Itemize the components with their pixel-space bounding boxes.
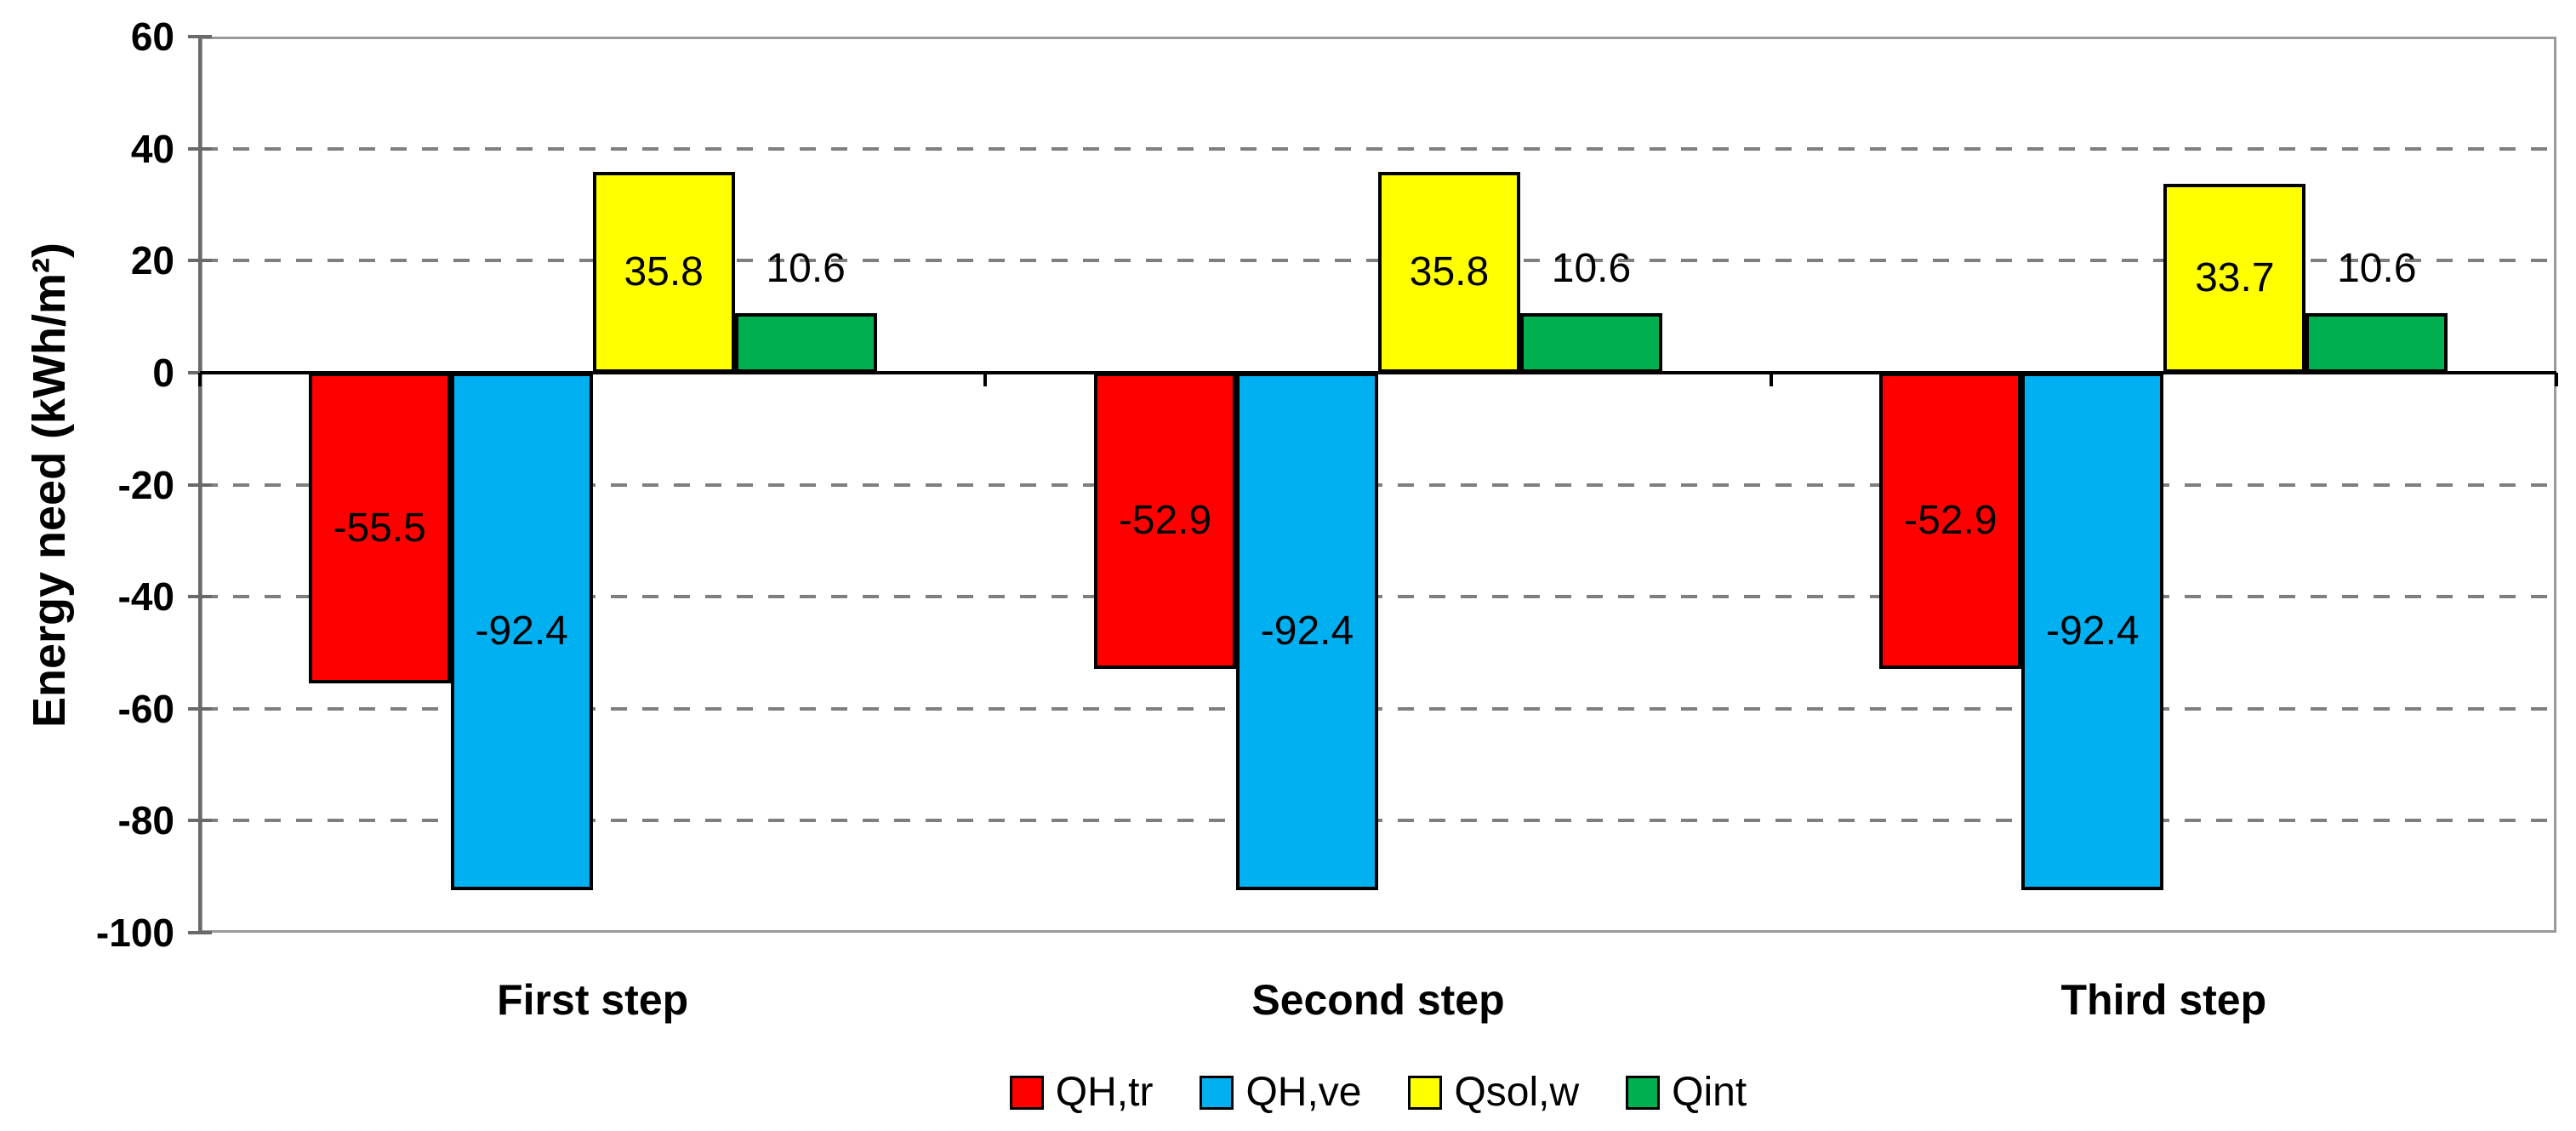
category-tick-mark xyxy=(1769,372,1773,386)
bar-QH,ve-Third step xyxy=(2021,372,2164,890)
legend-swatch-QH,tr xyxy=(1009,1076,1044,1110)
y-tick-label: 60 xyxy=(130,14,174,59)
y-tick-label: 20 xyxy=(130,238,174,283)
y-tick-label: -60 xyxy=(117,686,174,731)
y-tick-label: -100 xyxy=(95,911,174,955)
legend-item-QH,ve: QH,ve xyxy=(1200,1071,1361,1115)
y-tick-label: -20 xyxy=(117,462,174,507)
y-tick-label: 0 xyxy=(152,350,174,395)
y-tick-label: -40 xyxy=(117,574,174,620)
bar-label: -55.5 xyxy=(333,505,426,551)
category-tick-mark xyxy=(198,372,202,386)
bar-QH,ve-First step xyxy=(450,372,593,890)
legend-label: QH,tr xyxy=(1055,1070,1154,1115)
legend-swatch-Qint xyxy=(1626,1076,1661,1110)
legend-swatch-QH,ve xyxy=(1200,1076,1234,1110)
gridline-y-60 xyxy=(202,706,2555,711)
legend: QH,tr QH,ve Qsol,w Qint xyxy=(200,1065,2556,1120)
legend-item-QH,tr: QH,tr xyxy=(1009,1070,1154,1115)
bar-label: 33.7 xyxy=(2195,254,2275,300)
category-label-3: Third step xyxy=(2060,976,2267,1024)
y-tick-mark xyxy=(188,931,212,934)
bar-label: -52.9 xyxy=(1904,497,1998,543)
category-label-2: Second step xyxy=(1251,976,1505,1024)
y-tick-mark xyxy=(188,595,212,599)
bar-Qsol,w-Third step xyxy=(2163,184,2306,373)
bar-Qsol,w-First step xyxy=(592,172,735,373)
bar-QH,tr-Third step xyxy=(1879,372,2022,670)
bar-label: -92.4 xyxy=(2046,608,2140,654)
bar-label: 10.6 xyxy=(766,246,846,292)
category-label-1: First step xyxy=(497,976,689,1024)
bar-label: -92.4 xyxy=(475,608,568,654)
bar-label: 35.8 xyxy=(1409,249,1490,295)
bar-Qint-First step xyxy=(734,313,877,373)
y-tick-mark xyxy=(188,35,212,38)
bar-Qint-Second step xyxy=(1520,313,1662,373)
category-tick-mark xyxy=(2555,372,2558,386)
legend-label: QH,ve xyxy=(1245,1070,1362,1115)
gridline-y-80 xyxy=(202,819,2555,823)
gridline-y-20 xyxy=(202,483,2555,487)
bar-label: 10.6 xyxy=(1551,246,1632,292)
bar-label: -52.9 xyxy=(1118,497,1212,543)
y-tick-label: -80 xyxy=(117,798,174,843)
y-tick-mark xyxy=(188,819,212,823)
gridline-y-40 xyxy=(202,595,2555,599)
zero-axis-line xyxy=(200,370,2556,374)
gridline-y40 xyxy=(202,146,2555,151)
legend-item-Qint: Qint xyxy=(1626,1071,1747,1115)
legend-label: Qsol,w xyxy=(1454,1070,1580,1115)
bar-QH,ve-Second step xyxy=(1236,372,1378,890)
legend-label: Qint xyxy=(1672,1070,1747,1115)
y-tick-mark xyxy=(188,706,212,711)
y-tick-mark xyxy=(188,259,212,263)
category-tick-mark xyxy=(983,372,988,386)
bar-Qint-Third step xyxy=(2305,313,2448,373)
bar-label: 10.6 xyxy=(2337,246,2417,292)
y-tick-label: 40 xyxy=(130,126,174,171)
legend-swatch-Qsol,w xyxy=(1408,1076,1443,1110)
bar-QH,tr-Second step xyxy=(1094,372,1236,670)
legend-item-Qsol,w: Qsol,w xyxy=(1408,1071,1579,1115)
bar-label: 35.8 xyxy=(624,249,704,295)
bar-label: -92.4 xyxy=(1260,608,1354,654)
y-tick-mark xyxy=(188,483,212,487)
y-tick-mark xyxy=(188,146,212,151)
bar-Qsol,w-Second step xyxy=(1378,172,1520,373)
bar-QH,tr-First step xyxy=(308,372,451,684)
